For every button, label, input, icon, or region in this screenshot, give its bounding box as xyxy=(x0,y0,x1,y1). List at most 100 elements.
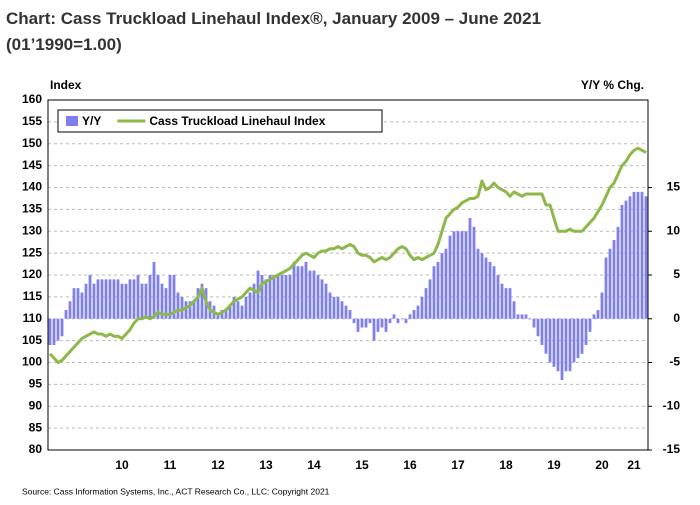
bar xyxy=(352,318,356,324)
x-tick-label: 10 xyxy=(115,458,129,472)
bar xyxy=(480,253,484,319)
bar xyxy=(588,318,592,332)
bar xyxy=(84,283,88,319)
bar xyxy=(624,200,628,319)
bar xyxy=(424,288,428,319)
bar xyxy=(264,279,268,319)
bar xyxy=(248,292,252,319)
bar xyxy=(252,283,256,319)
bar xyxy=(500,283,504,319)
x-tick-label: 19 xyxy=(547,458,561,472)
legend-label: Y/Y xyxy=(82,114,101,128)
bar xyxy=(428,279,432,319)
bar xyxy=(596,310,600,319)
x-tick-label: 16 xyxy=(403,458,417,472)
bar xyxy=(528,318,532,320)
bar xyxy=(296,266,300,319)
bar xyxy=(460,231,464,319)
y-tick-label: 120 xyxy=(22,267,42,281)
bar xyxy=(464,231,468,319)
bar xyxy=(416,305,420,319)
bar xyxy=(104,279,108,319)
bar xyxy=(324,283,328,319)
bar xyxy=(476,248,480,319)
bar xyxy=(448,235,452,319)
bar xyxy=(484,257,488,319)
bar xyxy=(456,231,460,319)
bar xyxy=(616,226,620,319)
bar xyxy=(168,275,172,319)
y2-tick-label: -15 xyxy=(663,442,681,456)
y2-axis-label: Y/Y % Chg. xyxy=(581,78,644,92)
x-tick-label: 13 xyxy=(259,458,273,472)
bar xyxy=(540,318,544,345)
x-tick-label: 20 xyxy=(595,458,609,472)
y-axis-label: Index xyxy=(50,78,82,92)
bar xyxy=(220,310,224,319)
bar xyxy=(400,318,404,320)
y-tick-label: 150 xyxy=(22,136,42,150)
bar xyxy=(144,283,148,319)
bar xyxy=(592,314,596,319)
bar xyxy=(620,205,624,319)
y-tick-label: 110 xyxy=(23,311,43,325)
bar xyxy=(312,270,316,319)
bar xyxy=(60,318,64,337)
bar xyxy=(524,314,528,319)
y2-tick-label: 15 xyxy=(667,180,681,194)
bar xyxy=(56,318,60,341)
y-tick-label: 80 xyxy=(29,442,43,456)
bar xyxy=(148,275,152,319)
bar xyxy=(420,296,424,319)
bar xyxy=(276,275,280,319)
bar xyxy=(292,261,296,319)
bar xyxy=(228,305,232,319)
y-tick-label: 125 xyxy=(22,245,42,259)
x-tick-label: 11 xyxy=(164,458,177,472)
y-tick-label: 95 xyxy=(29,377,43,391)
bar xyxy=(584,318,588,345)
bar xyxy=(544,318,548,354)
bar xyxy=(132,279,136,319)
bar xyxy=(548,318,552,363)
bar xyxy=(388,318,392,324)
bar xyxy=(288,275,292,319)
bar xyxy=(408,314,412,319)
bar xyxy=(404,318,408,324)
bar xyxy=(452,231,456,319)
y-tick-label: 135 xyxy=(22,202,42,216)
bar xyxy=(380,318,384,328)
y2-tick-label: 10 xyxy=(667,223,681,237)
bar xyxy=(92,283,96,319)
y-tick-label: 155 xyxy=(22,114,42,128)
bar xyxy=(580,318,584,354)
bar xyxy=(100,279,104,319)
bar xyxy=(232,296,236,319)
bar xyxy=(160,283,164,319)
bar xyxy=(444,248,448,319)
bar xyxy=(604,257,608,319)
bar xyxy=(628,196,632,319)
bar xyxy=(492,266,496,319)
bar xyxy=(164,288,168,319)
bar xyxy=(376,318,380,332)
bar xyxy=(368,318,372,324)
bar xyxy=(372,318,376,341)
x-tick-label: 21 xyxy=(627,458,641,472)
bar xyxy=(52,318,56,345)
bar xyxy=(344,305,348,319)
x-tick-label: 17 xyxy=(451,458,465,472)
bar xyxy=(644,196,648,319)
bar xyxy=(68,301,72,319)
bar xyxy=(552,318,556,367)
bar xyxy=(508,288,512,319)
bar xyxy=(636,191,640,319)
bar xyxy=(256,270,260,319)
bar xyxy=(360,318,364,328)
legend-swatch xyxy=(66,116,78,126)
bar xyxy=(320,279,324,319)
bar xyxy=(48,318,52,345)
plot-frame xyxy=(47,99,649,451)
bar xyxy=(268,275,272,319)
